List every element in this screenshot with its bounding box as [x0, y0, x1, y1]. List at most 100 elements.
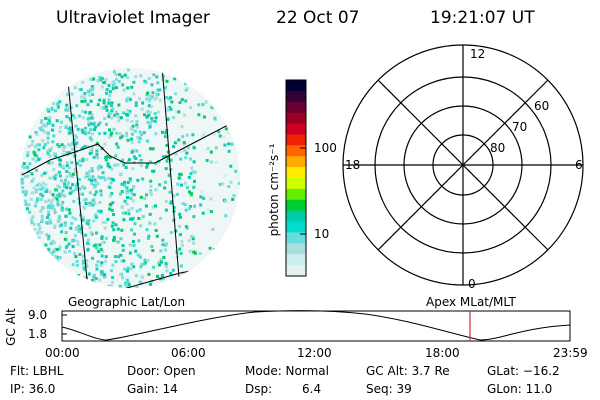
- uv-pixel: [105, 91, 108, 95]
- uv-pixel: [154, 162, 158, 166]
- uv-pixel: [73, 167, 77, 171]
- uv-pixel: [119, 237, 123, 241]
- uv-pixel: [74, 124, 78, 128]
- uv-pixel: [103, 142, 107, 146]
- uv-pixel: [34, 131, 38, 135]
- uv-pixel: [57, 144, 61, 148]
- uv-pixel: [52, 195, 56, 199]
- uv-pixel: [86, 241, 89, 245]
- uv-pixel: [217, 130, 221, 134]
- uv-pixel: [189, 157, 193, 161]
- uv-pixel: [47, 213, 51, 217]
- uv-pixel: [63, 237, 67, 241]
- uv-pixel: [64, 245, 68, 249]
- uv-pixel: [192, 250, 196, 254]
- uv-pixel: [68, 131, 72, 135]
- uv-pixel: [116, 115, 120, 119]
- uv-pixel: [109, 111, 113, 115]
- uv-pixel: [87, 177, 91, 181]
- uv-pixel: [98, 121, 102, 125]
- uv-pixel: [161, 238, 165, 242]
- uv-pixel: [206, 208, 210, 212]
- uv-pixel: [77, 177, 81, 181]
- uv-pixel: [120, 228, 124, 232]
- uv-pixel: [71, 147, 74, 151]
- uv-pixel: [189, 172, 193, 176]
- uv-pixel: [47, 247, 51, 251]
- uv-pixel: [103, 117, 107, 120]
- uv-pixel: [120, 190, 124, 194]
- uv-pixel: [116, 163, 120, 167]
- uv-pixel: [53, 255, 57, 258]
- uv-pixel: [83, 128, 87, 132]
- status-door: Door: Open: [127, 364, 196, 378]
- uv-pixel: [175, 192, 179, 196]
- uv-pixel: [30, 221, 34, 225]
- uv-pixel: [97, 175, 100, 179]
- uv-pixel: [153, 112, 157, 116]
- uv-pixel: [67, 242, 71, 246]
- uv-pixel: [65, 170, 69, 173]
- uv-pixel: [188, 249, 192, 253]
- uv-pixel: [229, 164, 233, 168]
- uv-pixel: [159, 217, 162, 220]
- uv-pixel: [32, 177, 36, 181]
- uv-pixel: [64, 178, 67, 182]
- uv-pixel: [96, 209, 100, 213]
- uv-pixel: [129, 126, 133, 130]
- uv-pixel: [51, 239, 55, 243]
- uv-pixel: [58, 256, 62, 260]
- uv-pixel: [110, 101, 114, 105]
- uv-pixel: [99, 209, 103, 213]
- uv-pixel: [218, 183, 222, 186]
- orbit-y-tick-1-8: 1.8: [28, 327, 48, 341]
- uv-pixel: [209, 150, 213, 154]
- uv-pixel: [141, 101, 145, 105]
- uv-pixel: [112, 70, 116, 74]
- uv-pixel: [158, 183, 162, 187]
- uv-pixel: [40, 197, 43, 201]
- uv-pixel: [156, 110, 160, 114]
- uv-pixel: [125, 191, 129, 195]
- uv-pixel: [26, 154, 30, 158]
- uv-pixel: [47, 161, 51, 165]
- lat-label-70: 70: [512, 120, 528, 134]
- uv-pixel: [163, 155, 167, 159]
- uv-pixel: [75, 141, 79, 145]
- uv-pixel: [154, 204, 157, 208]
- uv-pixel: [181, 135, 185, 139]
- uv-pixel: [51, 123, 55, 127]
- uv-pixel: [121, 276, 124, 280]
- uv-pixel: [48, 218, 52, 222]
- uv-pixel: [170, 200, 174, 204]
- uv-pixel: [69, 119, 73, 123]
- uv-pixel: [181, 271, 185, 275]
- uv-pixel: [37, 235, 41, 239]
- uv-pixel: [67, 127, 71, 131]
- uv-pixel: [153, 119, 157, 123]
- uv-pixel: [102, 273, 106, 276]
- uv-pixel: [75, 104, 79, 108]
- uv-pixel: [179, 264, 183, 268]
- uv-pixel: [74, 184, 78, 188]
- uv-pixel: [73, 134, 77, 138]
- uv-pixel: [78, 164, 82, 167]
- uv-pixel: [51, 193, 55, 197]
- uv-pixel: [83, 99, 87, 103]
- uv-pixel: [45, 190, 48, 193]
- uv-pixel: [139, 224, 143, 228]
- uv-pixel: [146, 139, 149, 143]
- uv-pixel: [120, 75, 124, 79]
- uv-pixel: [64, 214, 68, 218]
- uv-pixel: [193, 251, 197, 255]
- uv-pixel: [146, 162, 150, 166]
- uv-pixel: [102, 176, 106, 180]
- colorbar-segment: [286, 123, 306, 136]
- uv-pixel: [107, 115, 111, 119]
- uv-pixel: [82, 276, 86, 280]
- uv-pixel: [187, 175, 191, 179]
- colorbar-label-100: 100: [314, 141, 337, 155]
- orbit-y-tick-9: 9.0: [28, 308, 48, 322]
- uv-pixel: [20, 172, 24, 176]
